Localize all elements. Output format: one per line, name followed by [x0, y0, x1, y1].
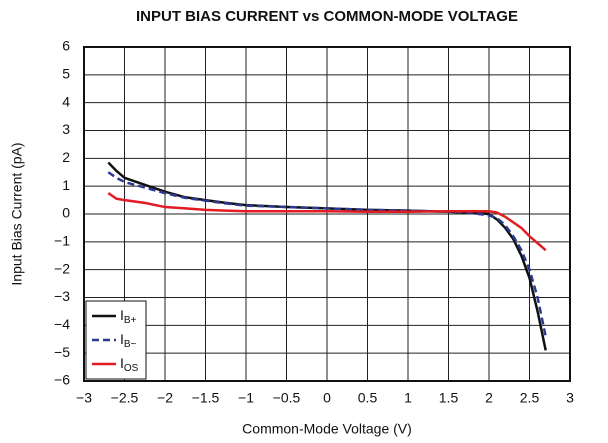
- x-tick-label: −2.5: [111, 390, 139, 406]
- x-tick-label: 0: [323, 390, 331, 406]
- x-tick-label: 0.5: [358, 390, 378, 406]
- y-tick-label: −5: [54, 344, 70, 360]
- x-tick-label: −3: [76, 390, 92, 406]
- chart-title: INPUT BIAS CURRENT vs COMMON-MODE VOLTAG…: [136, 8, 518, 25]
- y-tick-label: −1: [54, 233, 70, 249]
- series-line: [107, 171, 547, 337]
- x-tick-label: −0.5: [273, 390, 301, 406]
- y-tick-label: 0: [62, 205, 70, 221]
- legend-label: IB+: [120, 307, 137, 326]
- x-axis-title: Common-Mode Voltage (V): [242, 421, 412, 437]
- x-tick-label: 2.5: [520, 390, 540, 406]
- x-tick-label: 1: [404, 390, 412, 406]
- x-tick-label: 1.5: [439, 390, 459, 406]
- y-tick-label: 6: [62, 38, 70, 54]
- x-tick-label: −1.5: [192, 390, 220, 406]
- x-tick-label: 2: [485, 390, 493, 406]
- y-tick-label: 4: [62, 93, 70, 109]
- y-tick-label: 2: [62, 149, 70, 165]
- plot-frame: [83, 46, 571, 382]
- x-tick-label: 3: [566, 390, 574, 406]
- y-tick-label: −6: [54, 372, 70, 388]
- y-tick-label: 1: [62, 177, 70, 193]
- x-tick-label: −1: [238, 390, 254, 406]
- x-tick-label: −2: [157, 390, 173, 406]
- y-tick-label: −4: [54, 316, 70, 332]
- y-tick-label: −3: [54, 288, 70, 304]
- y-tick-label: −2: [54, 260, 70, 276]
- series-line: [107, 192, 547, 252]
- legend-label: IB−: [120, 331, 137, 350]
- y-tick-label: 5: [62, 66, 70, 82]
- y-tick-label: 3: [62, 121, 70, 137]
- y-axis-title: Input Bias Current (pA): [9, 142, 25, 285]
- legend-label: IOS: [120, 355, 139, 374]
